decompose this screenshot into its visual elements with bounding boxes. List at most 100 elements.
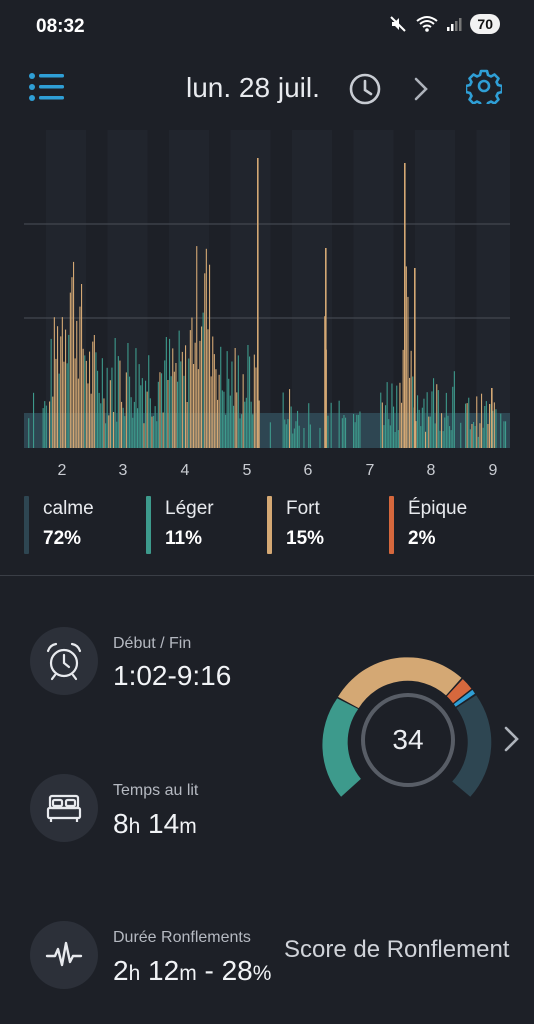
chart-mark bbox=[433, 378, 435, 448]
chart-mark bbox=[149, 398, 151, 448]
chart-mark bbox=[205, 248, 207, 448]
snore-score-gauge[interactable] bbox=[320, 650, 496, 810]
chart-mark bbox=[213, 354, 215, 448]
chart-mark bbox=[45, 405, 47, 448]
chart-mark bbox=[356, 414, 358, 448]
legend-percent: 2% bbox=[408, 528, 436, 549]
chart-mark bbox=[156, 421, 158, 448]
chart-mark bbox=[49, 401, 51, 448]
chart-mark bbox=[439, 430, 441, 448]
chart-mark bbox=[442, 431, 444, 448]
chart-mark bbox=[165, 337, 167, 448]
chart-mark bbox=[97, 370, 99, 448]
waveform-icon bbox=[45, 941, 83, 967]
chart-mark bbox=[343, 415, 345, 448]
chart-mark bbox=[71, 277, 73, 448]
x-tick-label: 4 bbox=[180, 462, 190, 479]
chart-mark bbox=[452, 386, 454, 448]
chart-mark bbox=[399, 382, 401, 448]
chart-mark bbox=[338, 400, 340, 448]
next-day-button[interactable] bbox=[408, 74, 434, 104]
chart-mark bbox=[55, 358, 57, 448]
chart-mark bbox=[285, 424, 287, 448]
chart-mark bbox=[60, 336, 62, 448]
chart-mark bbox=[394, 432, 396, 448]
chart-mark bbox=[95, 352, 97, 448]
chart-mark bbox=[109, 380, 111, 448]
chart-mark bbox=[465, 403, 467, 448]
chart-mark bbox=[284, 419, 286, 448]
menu-button[interactable] bbox=[28, 72, 66, 102]
chart-mark bbox=[471, 424, 473, 448]
chart-mark bbox=[252, 414, 254, 448]
legend-swatch bbox=[24, 496, 29, 554]
chart-mark bbox=[84, 355, 86, 448]
chart-mark bbox=[396, 385, 398, 448]
date-title: lun. 28 juil. bbox=[186, 72, 320, 103]
chart-mark bbox=[151, 416, 153, 448]
chart-mark bbox=[196, 246, 198, 448]
chart-mark bbox=[212, 336, 214, 448]
chart-mark bbox=[431, 391, 433, 448]
chart-mark bbox=[87, 383, 89, 448]
legend-percent: 72% bbox=[43, 528, 82, 549]
chart-mark bbox=[66, 363, 68, 448]
chart-mark bbox=[282, 392, 284, 448]
chart-mark bbox=[44, 401, 46, 448]
chart-mark bbox=[414, 268, 416, 448]
chart-mark bbox=[42, 408, 44, 448]
chart-mark bbox=[393, 406, 395, 448]
chart-mark bbox=[28, 418, 30, 448]
chart-mark bbox=[181, 351, 183, 448]
bed-time-value: 8h 14m bbox=[113, 808, 197, 839]
chart-mark bbox=[428, 416, 430, 448]
chart-mark bbox=[63, 361, 65, 448]
chart-mark bbox=[129, 376, 131, 448]
chart-mark bbox=[108, 415, 110, 448]
chart-mark bbox=[453, 371, 455, 448]
snore-score-value: 34 bbox=[392, 724, 424, 755]
legend-swatch bbox=[389, 496, 394, 554]
chart-mark bbox=[178, 330, 180, 448]
chart-mark bbox=[485, 401, 487, 448]
chart-mark bbox=[353, 413, 355, 448]
chevron-right-icon bbox=[414, 77, 428, 101]
chart-mark bbox=[194, 342, 196, 448]
history-button[interactable] bbox=[348, 72, 382, 106]
chart-mark bbox=[114, 338, 116, 448]
settings-button[interactable] bbox=[464, 68, 504, 109]
chart-mark bbox=[127, 343, 129, 448]
chart-mark bbox=[383, 425, 385, 448]
bed-icon-badge bbox=[30, 774, 98, 842]
chart-mark bbox=[117, 356, 119, 448]
chart-mark bbox=[487, 424, 489, 448]
chart-mark bbox=[116, 421, 118, 448]
header: lun. 28 juil. bbox=[0, 60, 534, 116]
chart-mark bbox=[73, 261, 75, 448]
score-details-button[interactable] bbox=[500, 723, 524, 755]
chart-mark bbox=[407, 296, 409, 448]
chart-mark bbox=[491, 388, 493, 448]
chart-mark bbox=[292, 433, 294, 448]
chart-mark bbox=[172, 348, 174, 448]
chart-mark bbox=[215, 369, 217, 448]
chart-mark bbox=[164, 360, 166, 448]
chart-mark bbox=[180, 361, 182, 448]
chart-mark bbox=[77, 378, 79, 448]
chart-mark bbox=[143, 423, 145, 448]
chart-mark bbox=[309, 424, 311, 448]
chart-mark bbox=[505, 421, 507, 448]
chevron-right-icon bbox=[504, 726, 519, 752]
chart-mark bbox=[503, 421, 505, 448]
chart-mark bbox=[476, 396, 478, 448]
chart-mark bbox=[481, 393, 483, 448]
status-time: 08:32 bbox=[36, 16, 85, 37]
chart-mark bbox=[217, 399, 219, 448]
start-end-label: Début / Fin bbox=[113, 635, 192, 652]
chart-mark bbox=[103, 398, 105, 448]
chart-mark bbox=[138, 364, 140, 448]
x-tick-label: 3 bbox=[118, 462, 128, 479]
wifi-icon bbox=[416, 16, 439, 32]
chart-mark bbox=[489, 404, 491, 448]
snore-score-label: Score de Ronflement bbox=[284, 936, 510, 963]
